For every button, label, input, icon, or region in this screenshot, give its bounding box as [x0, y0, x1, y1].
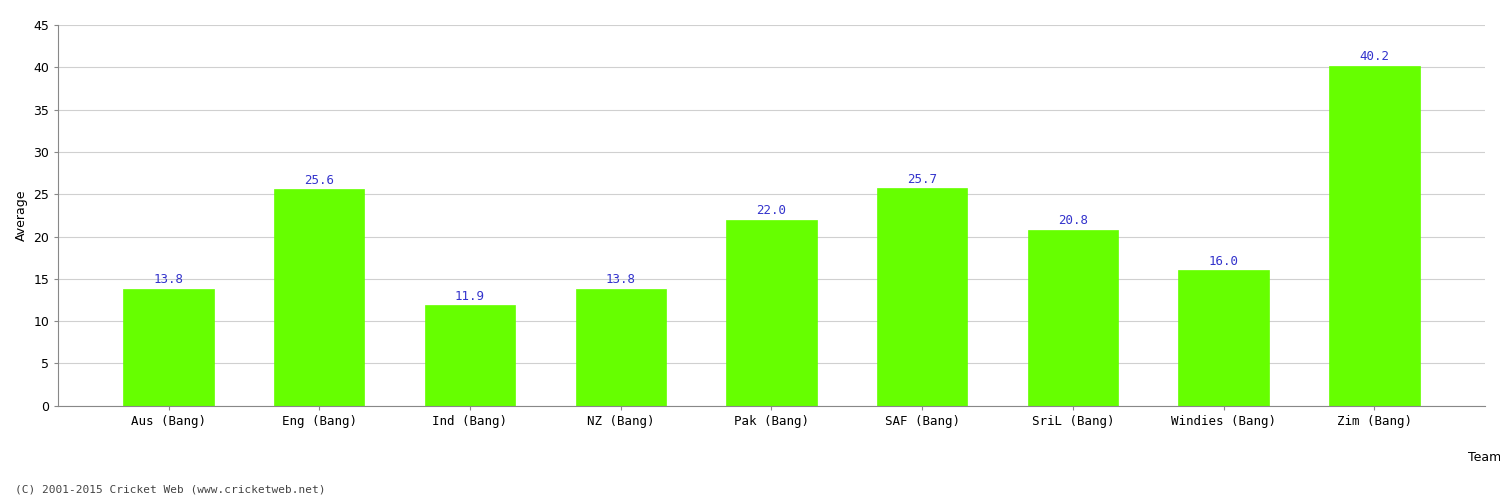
Bar — [726, 220, 816, 406]
Bar — [576, 289, 666, 406]
Text: 25.6: 25.6 — [304, 174, 334, 186]
Bar — [878, 188, 968, 406]
Bar — [1329, 66, 1419, 406]
Bar — [1179, 270, 1269, 406]
Text: (C) 2001-2015 Cricket Web (www.cricketweb.net): (C) 2001-2015 Cricket Web (www.cricketwe… — [15, 485, 326, 495]
Bar — [123, 289, 213, 406]
Text: 16.0: 16.0 — [1209, 255, 1239, 268]
Text: 11.9: 11.9 — [454, 290, 484, 302]
Text: 40.2: 40.2 — [1359, 50, 1389, 63]
Text: 13.8: 13.8 — [153, 274, 183, 286]
Text: 25.7: 25.7 — [908, 173, 938, 186]
Bar — [1028, 230, 1118, 406]
X-axis label: Team: Team — [1468, 452, 1500, 464]
Text: 13.8: 13.8 — [606, 274, 636, 286]
Y-axis label: Average: Average — [15, 190, 28, 241]
Text: 20.8: 20.8 — [1058, 214, 1088, 227]
Text: 22.0: 22.0 — [756, 204, 786, 217]
Bar — [274, 189, 364, 406]
Bar — [424, 305, 514, 406]
